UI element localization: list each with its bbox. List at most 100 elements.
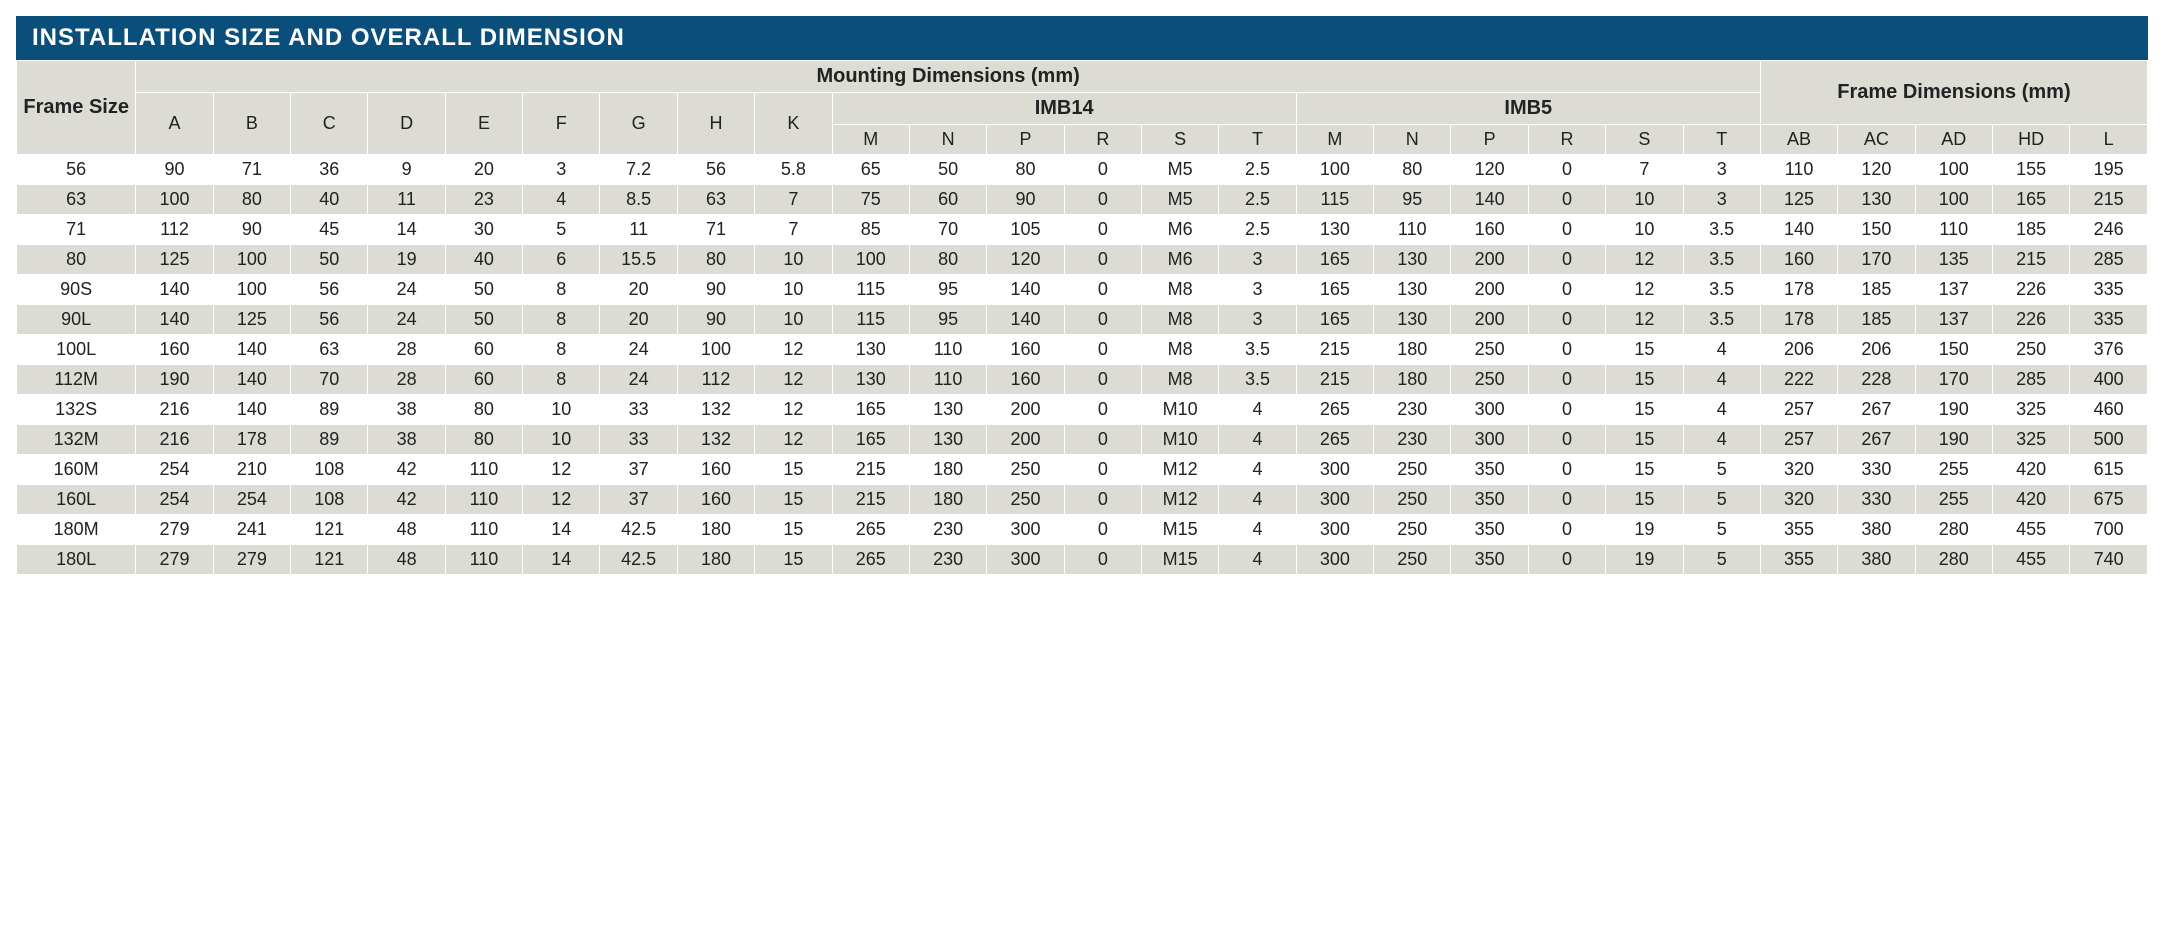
cell: 230: [909, 515, 986, 545]
cell: M8: [1142, 305, 1219, 335]
cell: 125: [1760, 185, 1837, 215]
cell: 250: [1374, 485, 1451, 515]
cell: 132: [677, 425, 754, 455]
cell: 230: [909, 545, 986, 575]
cell: 200: [1451, 275, 1528, 305]
cell: 3.5: [1219, 335, 1296, 365]
cell: 160: [987, 365, 1064, 395]
cell: 376: [2070, 335, 2148, 365]
col-imb14-R: R: [1064, 125, 1141, 155]
cell: 10: [755, 245, 832, 275]
cell: 3.5: [1683, 305, 1760, 335]
cell: 206: [1838, 335, 1915, 365]
cell: 190: [1915, 395, 1992, 425]
cell: 0: [1528, 395, 1605, 425]
cell: 40: [445, 245, 522, 275]
cell: 2.5: [1219, 185, 1296, 215]
cell: 215: [832, 455, 909, 485]
cell: 80: [445, 395, 522, 425]
cell: 130: [832, 335, 909, 365]
cell: 120: [1838, 155, 1915, 185]
cell: 5: [1683, 455, 1760, 485]
cell: 4: [1219, 455, 1296, 485]
cell: 241: [213, 515, 290, 545]
cell: 140: [1760, 215, 1837, 245]
cell: 140: [987, 305, 1064, 335]
cell: 420: [1992, 485, 2069, 515]
cell: 0: [1064, 485, 1141, 515]
cell: 50: [445, 305, 522, 335]
cell: 165: [1992, 185, 2069, 215]
cell: 112: [677, 365, 754, 395]
cell: 0: [1064, 275, 1141, 305]
cell: 112: [136, 215, 213, 245]
table-body: 5690713692037.2565.86550800M52.510080120…: [17, 155, 2148, 575]
col-D: D: [368, 93, 445, 155]
cell: 285: [2070, 245, 2148, 275]
table-row: 112M190140702860824112121301101600M83.52…: [17, 365, 2148, 395]
page-title: INSTALLATION SIZE AND OVERALL DIMENSION: [16, 16, 2148, 60]
cell: 216: [136, 395, 213, 425]
cell: 130: [1296, 215, 1373, 245]
cell: 170: [1915, 365, 1992, 395]
cell: 12: [523, 455, 600, 485]
cell: 165: [832, 425, 909, 455]
cell: M5: [1142, 185, 1219, 215]
cell: 12: [755, 365, 832, 395]
cell: 14: [523, 515, 600, 545]
cell: 675: [2070, 485, 2148, 515]
cell: 5: [1683, 545, 1760, 575]
cell: 15: [755, 515, 832, 545]
cell: 215: [1296, 335, 1373, 365]
cell: 110: [909, 335, 986, 365]
cell: 90: [677, 305, 754, 335]
cell: 300: [1296, 485, 1373, 515]
table-row: 160L254254108421101237160152151802500M12…: [17, 485, 2148, 515]
cell: 250: [1374, 515, 1451, 545]
cell: 7: [755, 215, 832, 245]
cell: 2.5: [1219, 155, 1296, 185]
cell: 4: [1683, 335, 1760, 365]
table-row: 180L279279121481101442.5180152652303000M…: [17, 545, 2148, 575]
cell: 195: [2070, 155, 2148, 185]
cell: 20: [445, 155, 522, 185]
cell: 2.5: [1219, 215, 1296, 245]
cell: 100: [213, 245, 290, 275]
cell: 63: [291, 335, 368, 365]
cell: 8: [523, 275, 600, 305]
cell: 3: [1219, 305, 1296, 335]
cell: 12: [755, 425, 832, 455]
cell: 3: [523, 155, 600, 185]
cell: 19: [368, 245, 445, 275]
cell: 190: [1915, 425, 1992, 455]
cell: 56: [291, 275, 368, 305]
cell: 300: [1451, 395, 1528, 425]
cell: M6: [1142, 215, 1219, 245]
cell: 65: [832, 155, 909, 185]
row-label: 112M: [17, 365, 136, 395]
cell: 265: [832, 545, 909, 575]
cell: 15: [1606, 365, 1683, 395]
cell: 250: [1374, 455, 1451, 485]
cell: 185: [1838, 275, 1915, 305]
cell: 140: [213, 395, 290, 425]
row-label: 90L: [17, 305, 136, 335]
table-row: 180M279241121481101442.5180152652303000M…: [17, 515, 2148, 545]
col-imb5-P: P: [1451, 125, 1528, 155]
row-label: 71: [17, 215, 136, 245]
cell: 230: [1374, 425, 1451, 455]
cell: 4: [1683, 425, 1760, 455]
cell: 0: [1528, 545, 1605, 575]
cell: 110: [1915, 215, 1992, 245]
col-HD: HD: [1992, 125, 2069, 155]
cell: 280: [1915, 545, 1992, 575]
cell: 150: [1915, 335, 1992, 365]
cell: 28: [368, 335, 445, 365]
cell: 100: [832, 245, 909, 275]
cell: 11: [368, 185, 445, 215]
cell: 10: [755, 305, 832, 335]
cell: 0: [1528, 455, 1605, 485]
cell: M15: [1142, 515, 1219, 545]
cell: 24: [368, 305, 445, 335]
cell: 3.5: [1683, 275, 1760, 305]
